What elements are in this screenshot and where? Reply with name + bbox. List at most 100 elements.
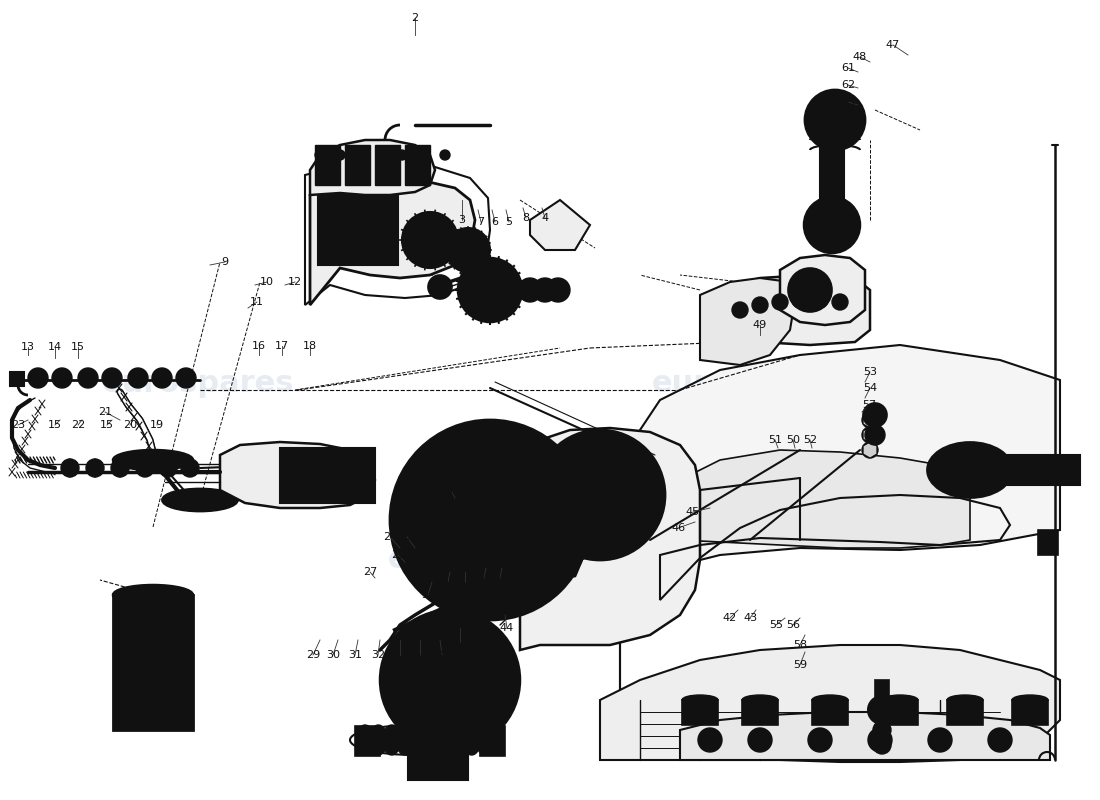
- Text: 16: 16: [252, 341, 266, 351]
- Polygon shape: [680, 712, 1050, 760]
- Circle shape: [350, 210, 390, 250]
- Bar: [408, 750, 468, 780]
- Text: 17: 17: [275, 341, 289, 351]
- Polygon shape: [600, 645, 1060, 762]
- Text: 25: 25: [400, 532, 414, 542]
- Bar: [682, 700, 718, 725]
- Ellipse shape: [742, 695, 778, 705]
- Circle shape: [796, 296, 804, 304]
- Bar: [405, 145, 430, 185]
- Circle shape: [874, 735, 886, 745]
- Circle shape: [28, 368, 48, 388]
- Ellipse shape: [1012, 695, 1048, 705]
- Circle shape: [111, 459, 129, 477]
- Circle shape: [824, 217, 840, 233]
- Circle shape: [355, 150, 365, 160]
- Circle shape: [814, 207, 850, 243]
- Ellipse shape: [927, 442, 1012, 498]
- Circle shape: [878, 711, 886, 719]
- Circle shape: [808, 728, 832, 752]
- Bar: [345, 145, 370, 185]
- Circle shape: [417, 150, 427, 160]
- Circle shape: [91, 464, 99, 472]
- Circle shape: [186, 464, 194, 472]
- Circle shape: [152, 368, 172, 388]
- Circle shape: [805, 90, 865, 150]
- Circle shape: [862, 427, 878, 443]
- Text: 31: 31: [348, 650, 362, 660]
- Circle shape: [116, 464, 124, 472]
- Circle shape: [868, 696, 896, 724]
- Text: 62: 62: [840, 80, 855, 90]
- Ellipse shape: [436, 725, 454, 755]
- Text: 52: 52: [803, 435, 817, 445]
- Circle shape: [412, 442, 568, 598]
- Bar: [1000, 455, 1080, 485]
- Text: 53: 53: [864, 367, 877, 377]
- Text: 42: 42: [723, 613, 737, 623]
- Text: 37: 37: [441, 577, 455, 587]
- Circle shape: [525, 285, 535, 295]
- Circle shape: [434, 281, 446, 293]
- Bar: [355, 726, 380, 756]
- Ellipse shape: [123, 588, 183, 602]
- Circle shape: [388, 618, 512, 742]
- Circle shape: [60, 459, 79, 477]
- Polygon shape: [700, 278, 795, 365]
- Text: 10: 10: [260, 277, 274, 287]
- Circle shape: [878, 726, 886, 734]
- Circle shape: [832, 294, 848, 310]
- Ellipse shape: [682, 695, 718, 705]
- Circle shape: [988, 728, 1012, 752]
- Text: 24: 24: [383, 532, 397, 542]
- Polygon shape: [310, 140, 435, 195]
- Circle shape: [470, 500, 510, 540]
- Text: 13: 13: [21, 342, 35, 352]
- Ellipse shape: [422, 725, 441, 755]
- Text: 51: 51: [768, 435, 782, 445]
- Circle shape: [705, 735, 715, 745]
- Text: 56: 56: [786, 620, 800, 630]
- Text: 23: 23: [11, 420, 25, 430]
- Text: 18: 18: [302, 341, 317, 351]
- Text: 6: 6: [492, 217, 498, 227]
- Bar: [318, 195, 398, 265]
- Ellipse shape: [356, 725, 374, 755]
- Ellipse shape: [173, 493, 228, 507]
- Circle shape: [468, 268, 512, 312]
- Circle shape: [812, 292, 828, 308]
- Circle shape: [321, 206, 368, 254]
- Text: 9: 9: [221, 257, 229, 267]
- Text: 19: 19: [150, 420, 164, 430]
- Circle shape: [176, 368, 196, 388]
- Text: 58: 58: [793, 640, 807, 650]
- Circle shape: [336, 150, 345, 160]
- Circle shape: [86, 459, 104, 477]
- Circle shape: [736, 306, 744, 314]
- Circle shape: [432, 662, 468, 698]
- Text: 39: 39: [477, 573, 491, 583]
- Ellipse shape: [950, 459, 990, 481]
- Circle shape: [864, 403, 887, 427]
- Circle shape: [804, 197, 860, 253]
- Text: 49: 49: [752, 320, 767, 330]
- Circle shape: [390, 420, 590, 620]
- Bar: [882, 700, 918, 725]
- Text: 44: 44: [499, 623, 514, 633]
- Circle shape: [434, 465, 544, 575]
- Circle shape: [815, 735, 825, 745]
- Circle shape: [182, 374, 190, 382]
- Bar: [336, 448, 375, 503]
- Text: 28: 28: [444, 487, 459, 497]
- Text: 43: 43: [742, 613, 757, 623]
- Circle shape: [454, 236, 482, 264]
- Polygon shape: [520, 428, 700, 650]
- Ellipse shape: [990, 455, 1010, 485]
- Bar: [375, 145, 400, 185]
- Circle shape: [996, 735, 1005, 745]
- Bar: [113, 595, 192, 730]
- Ellipse shape: [937, 451, 1002, 489]
- Circle shape: [108, 374, 115, 382]
- Circle shape: [792, 292, 808, 308]
- Circle shape: [397, 150, 407, 160]
